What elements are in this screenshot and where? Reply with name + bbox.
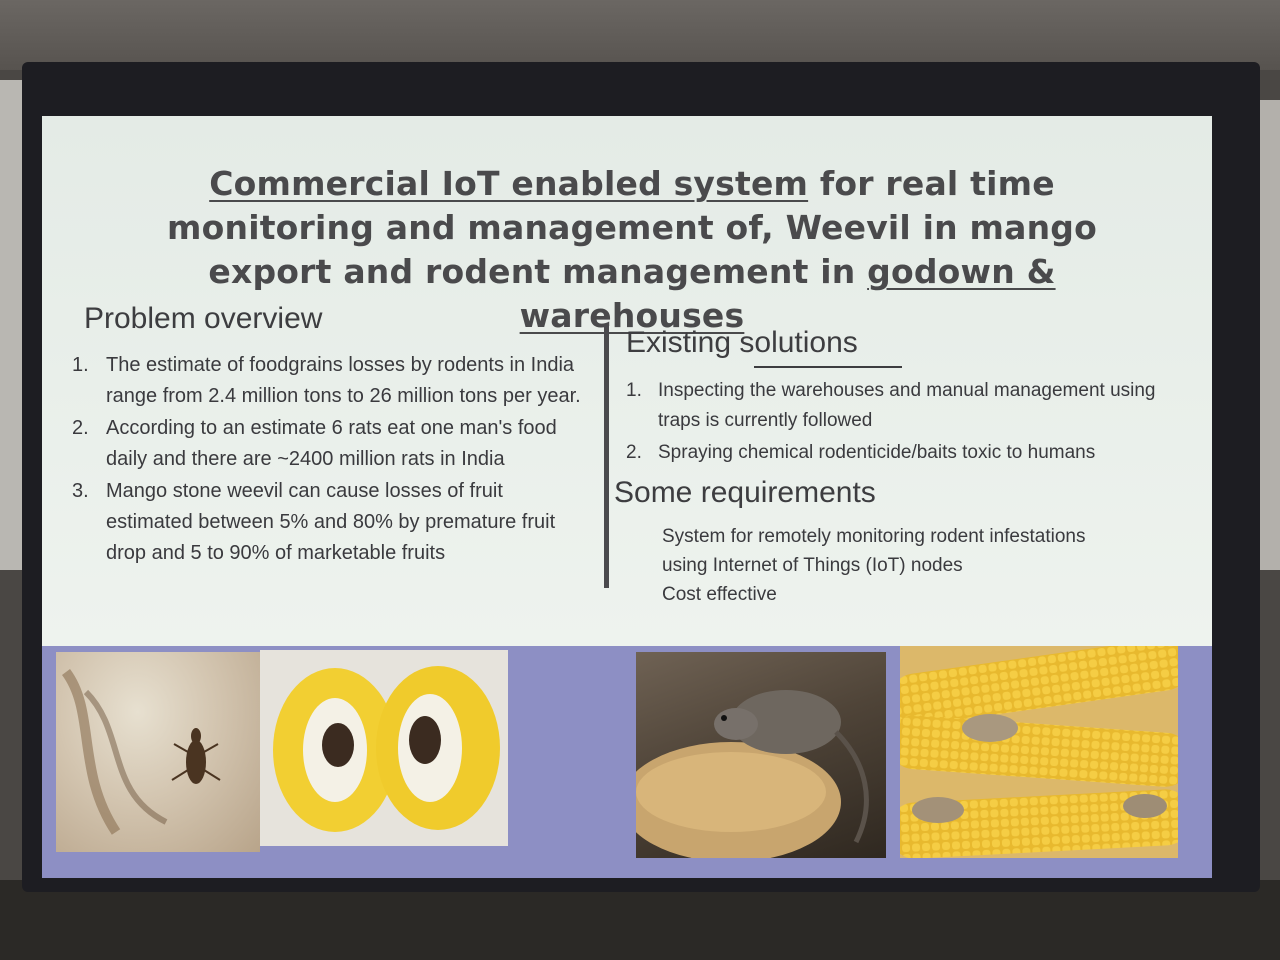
heading-underline xyxy=(754,366,902,368)
problem-item: 2. According to an estimate 6 rats eat o… xyxy=(72,413,582,475)
existing-solutions-heading: Existing solutions xyxy=(626,326,858,359)
problem-item-text: According to an estimate 6 rats eat one … xyxy=(106,417,557,470)
weevil-photo xyxy=(56,652,260,852)
problem-item: 3. Mango stone weevil can cause losses o… xyxy=(72,476,582,569)
mango-photo xyxy=(260,650,508,846)
existing-item-number: 1. xyxy=(626,380,642,401)
existing-item: 2. Spraying chemical rodenticide/baits t… xyxy=(626,438,1186,468)
room-floor xyxy=(0,880,1280,960)
problem-item-number: 3. xyxy=(72,480,89,502)
existing-item: 1. Inspecting the warehouses and manual … xyxy=(626,376,1186,436)
weevil-illustration xyxy=(61,669,221,835)
requirement-line: System for remotely monitoring rodent in… xyxy=(662,526,1086,547)
existing-item-number: 2. xyxy=(626,442,642,463)
room-wall-left xyxy=(0,80,24,570)
slide-title-part2: for real time monitoring and management … xyxy=(167,164,1097,291)
slide-text-area xyxy=(42,116,1212,646)
problem-item: 1. The estimate of foodgrains losses by … xyxy=(72,350,582,412)
problem-item-text: Mango stone weevil can cause losses of f… xyxy=(106,480,556,564)
requirements-heading: Some requirements xyxy=(614,476,876,509)
problem-item-text: The estimate of foodgrains losses by rod… xyxy=(106,354,581,407)
column-divider xyxy=(604,326,609,588)
problem-item-number: 1. xyxy=(72,354,89,376)
problem-list: 1. The estimate of foodgrains losses by … xyxy=(72,350,582,570)
problem-overview-heading: Problem overview xyxy=(84,302,323,335)
rat-on-grain-photo xyxy=(636,652,886,858)
room-ceiling xyxy=(0,0,1280,70)
slide-title-part1: Commercial IoT enabled system xyxy=(209,164,809,203)
slide-title-part3: godown & warehouses xyxy=(519,252,1056,335)
problem-item-number: 2. xyxy=(72,417,89,439)
mango-cut-illustration xyxy=(260,650,508,846)
requirements-text: System for remotely monitoring rodent in… xyxy=(662,522,1182,609)
existing-item-text: Inspecting the warehouses and manual man… xyxy=(658,380,1156,431)
existing-solutions-list: 1. Inspecting the warehouses and manual … xyxy=(626,376,1186,470)
presentation-slide: Commercial IoT enabled system for real t… xyxy=(42,116,1212,878)
existing-item-text: Spraying chemical rodenticide/baits toxi… xyxy=(658,442,1096,463)
requirement-line: Cost effective xyxy=(662,584,777,605)
slide-title: Commercial IoT enabled system for real t… xyxy=(112,162,1152,338)
rat-illustration xyxy=(636,690,869,858)
mice-on-corn-photo xyxy=(900,646,1178,858)
corn-illustration xyxy=(900,646,1178,858)
requirement-line: using Internet of Things (IoT) nodes xyxy=(662,555,963,576)
